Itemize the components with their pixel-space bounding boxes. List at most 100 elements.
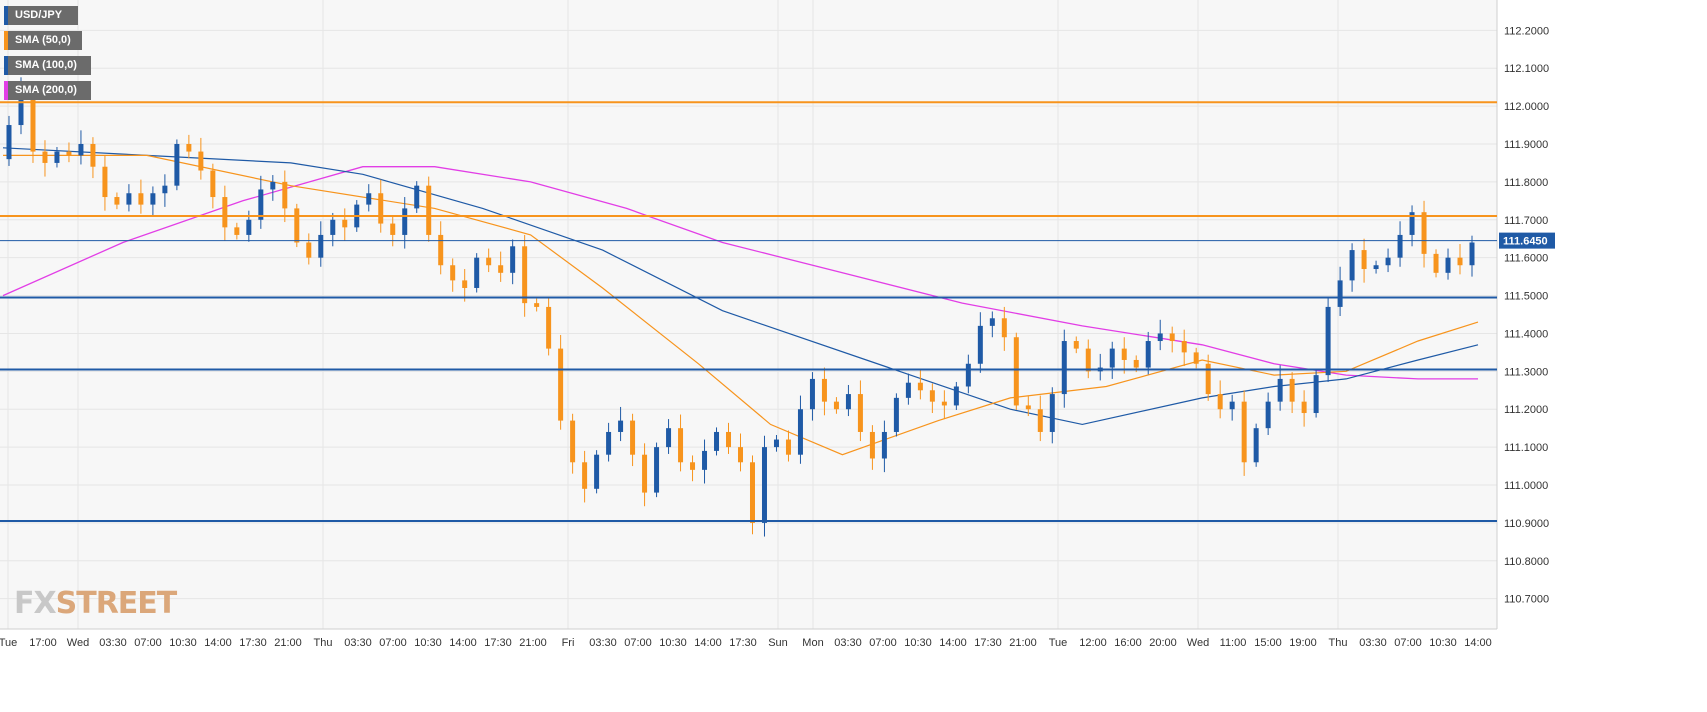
x-tick-label: 14:00 [449, 637, 477, 649]
candle-body [1157, 333, 1163, 342]
sma100-line [2, 147, 1479, 426]
candle-body [198, 151, 204, 171]
y-tick-label: 111.7000 [1504, 215, 1548, 227]
candle-body [654, 447, 660, 493]
candle-body [438, 234, 444, 266]
y-tick-label: 111.5000 [1504, 291, 1548, 303]
y-tick-label: 110.7000 [1504, 594, 1549, 606]
candle-body [210, 170, 216, 198]
x-tick-label: 19:00 [1289, 637, 1317, 649]
candle-body [522, 246, 528, 304]
legend-item-sma200[interactable]: SMA (200,0) [4, 81, 91, 100]
last-price-badge [1499, 232, 1555, 249]
candle-body [510, 246, 516, 273]
x-tick-label: Fri [562, 637, 575, 649]
candle-body [1037, 409, 1043, 432]
candle-body [162, 185, 168, 194]
legend-label-sma100: SMA (100,0) [15, 59, 77, 71]
candle-body [1469, 242, 1475, 266]
y-tick-label: 111.1000 [1504, 442, 1548, 454]
candle-body [174, 143, 180, 186]
candle-body [1181, 341, 1187, 353]
x-tick-label: 03:30 [344, 637, 372, 649]
candle-body [1313, 375, 1319, 414]
candle-body [414, 185, 420, 209]
candle-body [342, 219, 348, 228]
candle-body [977, 325, 983, 364]
candle-body [318, 234, 324, 258]
candle-body [114, 197, 120, 205]
candle-body [1457, 257, 1463, 266]
y-tick-label: 111.0000 [1504, 480, 1548, 492]
candle-body [1409, 212, 1415, 235]
candle-body [246, 219, 252, 235]
candle-body [630, 420, 636, 455]
candle-body [1325, 306, 1331, 376]
candle-body [366, 193, 372, 205]
sma50-line [3, 154, 1479, 456]
y-tick-label: 111.6000 [1504, 253, 1548, 265]
candle-body [1241, 401, 1247, 463]
candle-body [845, 394, 851, 410]
legend-item-sma100[interactable]: SMA (100,0) [4, 56, 91, 75]
x-tick-label: 14:00 [694, 637, 722, 649]
y-axis-background [1497, 0, 1707, 712]
candle-body [1277, 378, 1283, 402]
legend-label-sma200: SMA (200,0) [15, 84, 77, 96]
x-tick-label: 17:00 [29, 637, 57, 649]
candle-body [1361, 250, 1367, 270]
legend-swatch-sma100 [4, 56, 8, 75]
y-tick-label: 111.2000 [1504, 404, 1548, 416]
candle-body [1385, 257, 1391, 266]
candle-body [929, 390, 935, 402]
candle-body [917, 382, 923, 391]
x-tick-label: 10:30 [904, 637, 932, 649]
x-axis-background [0, 629, 1707, 712]
candle-body [534, 303, 540, 307]
x-tick-label: 03:30 [589, 637, 617, 649]
candle-body [965, 363, 971, 387]
candle-body [1169, 333, 1175, 342]
x-tick-label: 14:00 [939, 637, 967, 649]
candle-body [1073, 341, 1079, 349]
x-tick-label: 15:00 [1254, 637, 1282, 649]
candle-body [869, 431, 875, 459]
legend-item-usdjpy[interactable]: USD/JPY [4, 6, 78, 25]
x-tick-label: Tue [1049, 637, 1068, 649]
candle-body [1289, 378, 1295, 402]
candle-body [1253, 428, 1259, 463]
candle-body [881, 431, 887, 459]
candle-body [426, 185, 432, 235]
y-tick-label: 111.4000 [1504, 328, 1548, 340]
candle-body [702, 450, 708, 470]
x-tick-label: 21:00 [1009, 637, 1037, 649]
candle-body [989, 318, 995, 326]
candle-body [1349, 250, 1355, 281]
candle-body [761, 447, 767, 523]
y-tick-label: 111.3000 [1504, 366, 1548, 378]
candle-body [809, 378, 815, 410]
candle-body [1433, 253, 1439, 273]
candle-body [594, 454, 600, 489]
candle-body [1061, 341, 1067, 395]
candle-body [462, 280, 468, 288]
candle-body [402, 208, 408, 235]
candle-body [857, 394, 863, 432]
candle-body [18, 90, 24, 126]
candle-body [558, 348, 564, 421]
candle-body [618, 420, 624, 432]
legend-item-sma50[interactable]: SMA (50,0) [4, 31, 82, 50]
y-tick-label: 111.8000 [1504, 177, 1548, 189]
x-tick-label: 16:00 [1114, 637, 1142, 649]
candle-body [102, 166, 108, 198]
candle-body [821, 378, 827, 402]
x-tick-label: 11:00 [1220, 637, 1247, 649]
candle-body [282, 181, 288, 209]
candle-body [1145, 341, 1151, 368]
candle-body [1265, 401, 1271, 429]
candle-body [1025, 405, 1031, 410]
candle-body [773, 439, 779, 448]
x-tick-label: 12:00 [1079, 637, 1107, 649]
candle-body [378, 193, 384, 224]
